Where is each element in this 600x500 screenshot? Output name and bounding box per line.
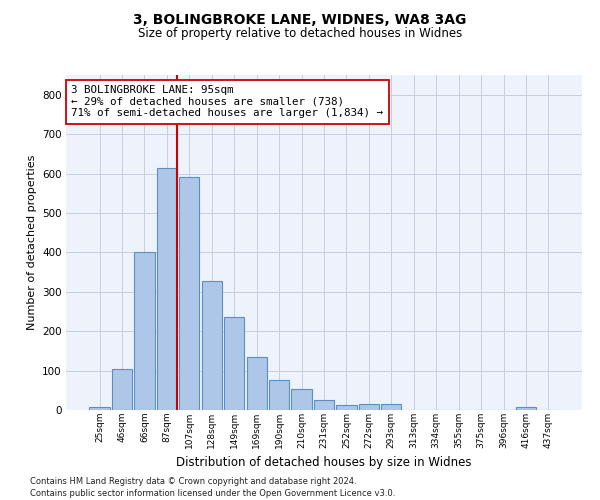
Text: Size of property relative to detached houses in Widnes: Size of property relative to detached ho… [138,28,462,40]
Text: Contains HM Land Registry data © Crown copyright and database right 2024.: Contains HM Land Registry data © Crown c… [30,478,356,486]
Bar [314,400,334,410]
Text: 3, BOLINGBROKE LANE, WIDNES, WA8 3AG: 3, BOLINGBROKE LANE, WIDNES, WA8 3AG [133,12,467,26]
Bar [112,368,132,410]
Bar [247,357,267,410]
Bar [202,280,222,410]
Text: Contains public sector information licensed under the Open Government Licence v3: Contains public sector information licen… [30,489,395,498]
Bar [337,406,356,410]
Bar [89,407,110,410]
Bar [134,252,155,410]
Y-axis label: Number of detached properties: Number of detached properties [26,155,37,330]
X-axis label: Distribution of detached houses by size in Widnes: Distribution of detached houses by size … [176,456,472,469]
Text: 3 BOLINGBROKE LANE: 95sqm
← 29% of detached houses are smaller (738)
71% of semi: 3 BOLINGBROKE LANE: 95sqm ← 29% of detac… [71,85,383,118]
Bar [292,389,311,410]
Bar [179,178,199,410]
Bar [381,404,401,410]
Bar [516,407,536,410]
Bar [157,168,177,410]
Bar [224,318,244,410]
Bar [359,404,379,410]
Bar [269,380,289,410]
